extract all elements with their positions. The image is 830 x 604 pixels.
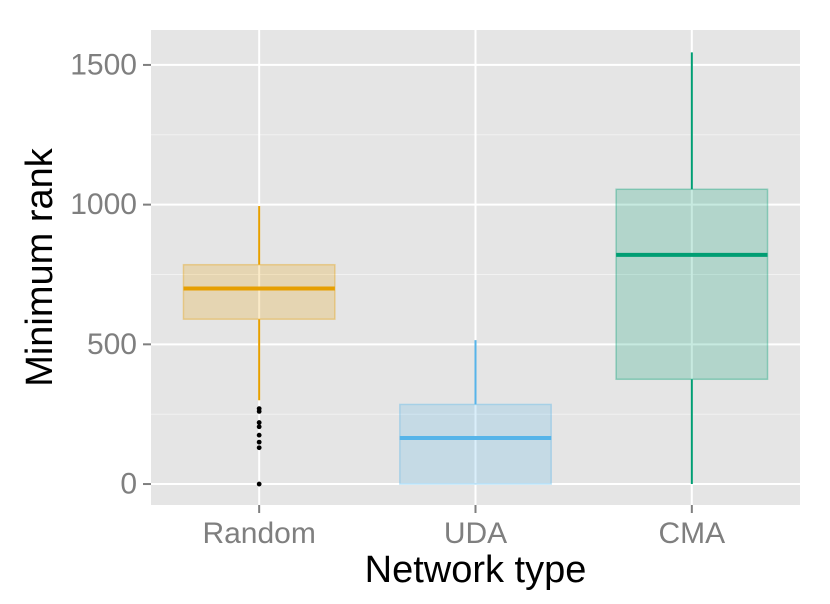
- x-tick-label: UDA: [444, 517, 507, 550]
- outlier-point: [256, 408, 262, 414]
- y-tick-label: 500: [87, 328, 137, 361]
- x-axis-title: Network type: [365, 549, 587, 591]
- box-group-cma: [615, 52, 769, 485]
- y-axis-title: Minimum rank: [19, 147, 61, 387]
- outlier-point: [256, 424, 262, 430]
- y-tick-label: 0: [120, 468, 137, 501]
- boxes-layer: [182, 52, 769, 487]
- y-axis: 0 500 1000 1500: [70, 48, 151, 501]
- outlier-point: [256, 445, 262, 451]
- outlier-point: [256, 481, 262, 487]
- box-iqr: [182, 263, 336, 320]
- y-tick-label: 1000: [70, 188, 137, 221]
- x-tick-label: Random: [202, 517, 315, 550]
- outlier-point: [256, 420, 262, 425]
- outlier-point: [256, 439, 262, 445]
- outlier-point: [256, 432, 262, 438]
- box-group-random: [182, 206, 336, 487]
- box-iqr: [399, 403, 552, 485]
- y-tick-label: 1500: [70, 48, 137, 81]
- box-group-uda: [399, 340, 552, 485]
- x-tick-label: CMA: [658, 517, 725, 550]
- box-iqr: [615, 188, 769, 381]
- x-axis: Random UDA CMA: [202, 505, 725, 550]
